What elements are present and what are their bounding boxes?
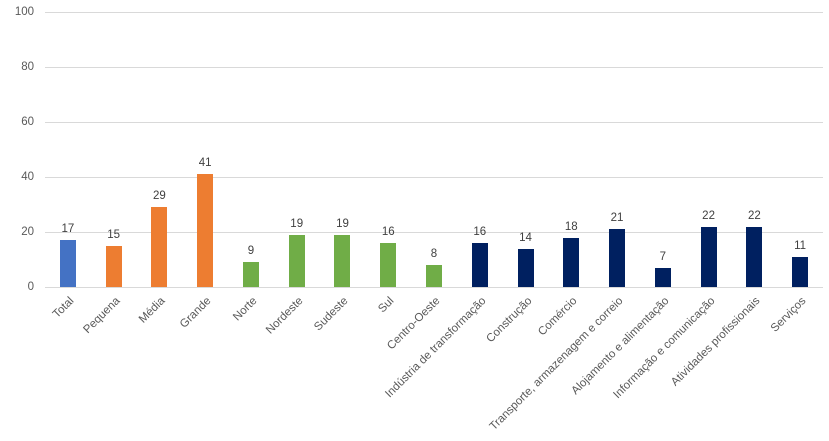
gridline-60: [45, 122, 823, 123]
y-axis-tick-label: 0: [27, 281, 34, 293]
y-axis-tick-label: 80: [21, 61, 34, 73]
bar-3: [197, 174, 214, 287]
bar-16: [792, 256, 809, 287]
data-label-5: 19: [290, 217, 304, 230]
bar-6: [334, 234, 351, 287]
data-label-3: 41: [198, 157, 212, 170]
data-label-7: 16: [381, 226, 395, 238]
data-label-1: 15: [107, 228, 121, 241]
data-label-14: 22: [702, 209, 715, 222]
data-label-2: 29: [153, 190, 166, 203]
bar-1: [105, 245, 122, 287]
y-axis-tick-label: 40: [21, 171, 34, 183]
bar-14: [700, 226, 717, 287]
y-axis-tick-label: 20: [21, 226, 34, 238]
gridline-40: [45, 177, 823, 178]
gridline-80: [45, 67, 823, 68]
data-label-11: 18: [564, 220, 578, 233]
y-axis-tick-label: 100: [14, 6, 34, 18]
data-label-10: 14: [519, 231, 532, 244]
bar-0: [59, 240, 76, 287]
y-axis-tick-label: 60: [21, 116, 34, 128]
bar-5: [288, 234, 305, 287]
bar-12: [609, 229, 626, 287]
data-label-13: 7: [659, 250, 667, 263]
data-label-12: 21: [610, 212, 624, 225]
gridline-100: [45, 12, 823, 13]
x-axis-label-16: Serviços: [768, 295, 809, 335]
data-label-4: 9: [247, 245, 255, 258]
data-label-16: 11: [794, 239, 807, 252]
gridline-20: [45, 232, 823, 233]
bar-2: [151, 207, 168, 287]
data-label-6: 19: [336, 217, 349, 230]
bar-7: [380, 243, 397, 287]
bar-4: [242, 262, 259, 287]
bar-15: [746, 226, 763, 287]
data-label-15: 22: [747, 209, 761, 222]
data-label-9: 16: [473, 226, 487, 238]
bar-11: [563, 237, 580, 287]
data-label-0: 17: [61, 223, 75, 236]
gridline-0: [45, 287, 823, 288]
bar-13: [654, 267, 671, 287]
plot-area: 17 Total 15 Pequena 29 Média 41 Grande 9 Norte 19 N…: [45, 12, 823, 433]
bar-9: [471, 243, 488, 287]
data-label-8: 8: [430, 248, 438, 260]
bar-8: [426, 265, 442, 287]
bar-10: [517, 248, 534, 287]
